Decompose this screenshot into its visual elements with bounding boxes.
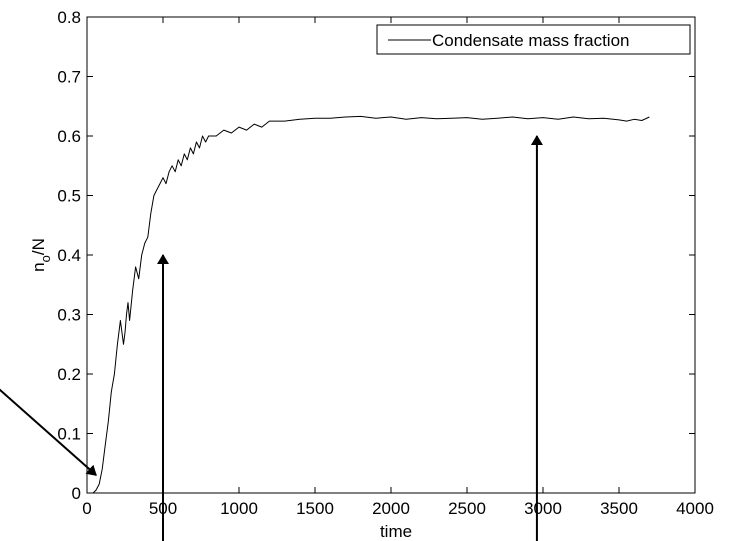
- y-axis-label-sub: o: [38, 255, 53, 262]
- x-tick-label: 2500: [448, 499, 486, 518]
- y-tick-label: 0.2: [57, 365, 81, 384]
- svg-text:no/N: no/N: [29, 238, 53, 272]
- y-tick-label: 0.8: [57, 8, 81, 27]
- x-tick-label: 1500: [296, 499, 334, 518]
- x-tick-label: 3000: [524, 499, 562, 518]
- x-axis-label: time: [380, 522, 412, 541]
- y-tick-label: 0.4: [57, 246, 81, 265]
- plot-area: [86, 16, 696, 494]
- annotation-arrows: [0, 135, 543, 541]
- x-tick-label: 3500: [600, 499, 638, 518]
- legend-box: [376, 24, 691, 55]
- x-tick-label: 1000: [220, 499, 258, 518]
- x-tick-label: 2000: [372, 499, 410, 518]
- y-axis-label-main: n: [29, 262, 48, 271]
- x-tick-label: 0: [82, 499, 91, 518]
- y-tick-label: 0.5: [57, 187, 81, 206]
- y-tick-label: 0.7: [57, 68, 81, 87]
- y-axis-label: no/N: [29, 238, 53, 272]
- y-tick-label: 0: [72, 484, 81, 503]
- x-tick-label: 4000: [676, 499, 714, 518]
- series-group: [87, 115, 650, 494]
- annotation-arrow: [0, 388, 97, 476]
- legend: Condensate mass fraction: [376, 24, 691, 55]
- y-axis-ticks: 0 0.1 0.2 0.3 0.4 0.5 0.6 0.7 0.8: [57, 8, 695, 503]
- y-tick-label: 0.3: [57, 306, 81, 325]
- series-line: [87, 115, 650, 494]
- y-tick-label: 0.6: [57, 127, 81, 146]
- y-tick-label: 0.1: [57, 425, 81, 444]
- y-axis-label-tail: /N: [29, 238, 48, 255]
- x-axis-ticks: 0 500 1000 1500 2000 2500 3000 3500 4000: [82, 17, 714, 518]
- legend-label: Condensate mass fraction: [432, 31, 630, 50]
